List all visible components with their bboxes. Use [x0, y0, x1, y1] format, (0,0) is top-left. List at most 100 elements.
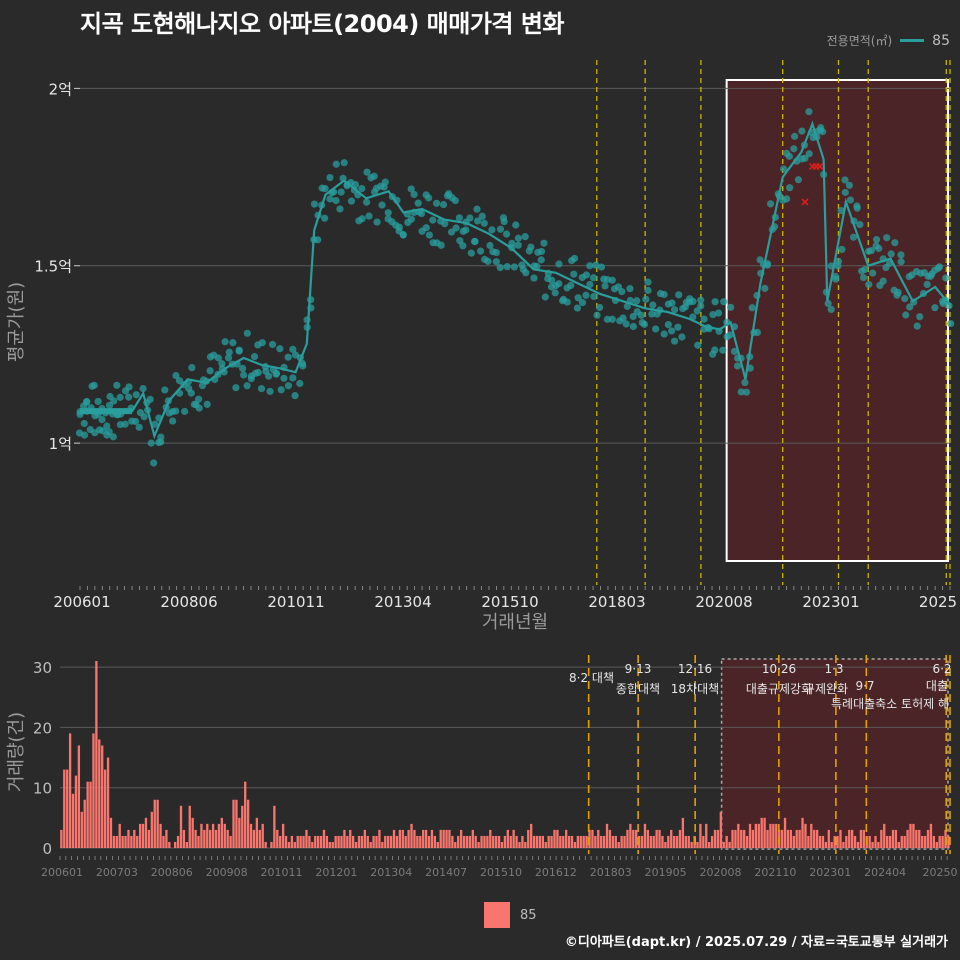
price-dot	[700, 315, 708, 323]
price-dot	[131, 417, 140, 426]
volume-bar	[833, 835, 836, 848]
volume-bar	[891, 829, 895, 848]
price-dot	[869, 269, 877, 277]
volume-bar	[608, 829, 612, 848]
price-dot	[786, 184, 794, 192]
volume-bar	[652, 835, 655, 848]
price-dot	[452, 224, 460, 232]
price-dot	[243, 329, 251, 337]
price-dot	[224, 354, 233, 362]
volume-bar	[923, 835, 927, 848]
price-dot	[629, 312, 637, 321]
price-dot	[670, 337, 679, 345]
price-dot	[761, 284, 769, 292]
cancelled-mark	[816, 162, 824, 170]
volume-bar	[474, 835, 477, 848]
x-tick-label: 201803	[588, 593, 645, 611]
volume-bar	[232, 799, 235, 848]
price-dot	[733, 362, 742, 370]
volume-bar	[696, 841, 699, 848]
price-dot	[429, 216, 437, 224]
price-dot	[121, 420, 129, 428]
volume-bar	[713, 829, 717, 848]
price-dot	[555, 260, 563, 268]
volume-bar	[687, 835, 690, 848]
price-dot	[642, 295, 650, 303]
price-dot	[169, 417, 177, 425]
volume-bar	[465, 835, 469, 848]
volume-bar	[360, 835, 364, 848]
policy-annotation: 특례대출축소 토허제 해	[831, 697, 949, 711]
price-dot	[846, 196, 855, 204]
volume-bar	[535, 835, 539, 848]
price-dot	[649, 301, 657, 309]
price-chart: 1억 1.5억 2억 200601 200806 201011 201304 201510 20…	[6, 60, 957, 633]
x-tick-label: 2025	[919, 593, 957, 611]
price-dot	[150, 459, 158, 467]
volume-bar	[121, 835, 124, 848]
price-dot	[83, 397, 91, 406]
price-dot	[373, 218, 381, 226]
volume-bar	[719, 811, 722, 848]
price-dot	[272, 370, 280, 378]
volume-bar	[559, 835, 562, 848]
price-dot	[521, 233, 529, 241]
volume-bar	[562, 835, 565, 848]
volume-bar	[451, 835, 454, 848]
volume-bar	[862, 829, 865, 848]
x-tick-label: 200806	[151, 866, 193, 879]
volume-bar	[346, 835, 349, 848]
price-dot	[478, 212, 486, 220]
price-dot	[425, 194, 433, 202]
x-tick-label: 201510	[481, 593, 538, 611]
volume-bar	[848, 829, 851, 848]
volume-bar	[156, 799, 159, 848]
volume-bar	[681, 817, 685, 848]
price-dot	[608, 315, 616, 323]
price-dot	[798, 127, 806, 135]
price-dot	[239, 364, 247, 373]
price-dot	[681, 303, 689, 311]
volume-bar	[314, 835, 317, 848]
volume-bar	[477, 841, 480, 848]
price-dot	[466, 214, 474, 222]
volume-bar	[734, 829, 737, 848]
price-dot	[225, 348, 233, 356]
price-dot	[859, 273, 868, 282]
volume-bar	[255, 817, 259, 848]
price-dot	[139, 384, 147, 393]
volume-bar	[760, 817, 763, 848]
volume-bar	[293, 841, 296, 848]
price-dot	[80, 431, 89, 439]
price-dot	[441, 220, 449, 228]
volume-bar	[591, 829, 594, 848]
price-dot	[240, 371, 248, 379]
volume-bar	[369, 841, 372, 848]
price-dot	[582, 271, 590, 279]
volume-bar	[740, 829, 743, 848]
price-dot	[648, 310, 656, 318]
price-dot	[514, 234, 523, 242]
volume-bar	[813, 829, 816, 848]
price-dot	[872, 235, 881, 244]
volume-bar	[86, 781, 89, 848]
price-dot	[496, 264, 504, 272]
price-dot	[945, 302, 953, 310]
price-dot	[235, 346, 243, 354]
volume-bar	[547, 835, 550, 848]
volume-bar	[888, 835, 892, 848]
volume-bar	[389, 835, 393, 848]
policy-annotation: 8·2 대책	[569, 670, 614, 685]
volume-bar	[643, 823, 647, 848]
price-dot	[206, 367, 214, 375]
volume-bar	[448, 829, 451, 848]
policy-annotation: 10·26	[762, 662, 796, 676]
volume-bar	[509, 835, 512, 848]
volume-bar	[532, 835, 536, 848]
price-dot	[109, 433, 117, 441]
policy-annotation: 종합대책	[616, 681, 660, 696]
price-dot	[484, 257, 492, 265]
volume-bar	[494, 835, 498, 848]
volume-bar	[480, 835, 483, 848]
volume-bar	[795, 829, 798, 848]
